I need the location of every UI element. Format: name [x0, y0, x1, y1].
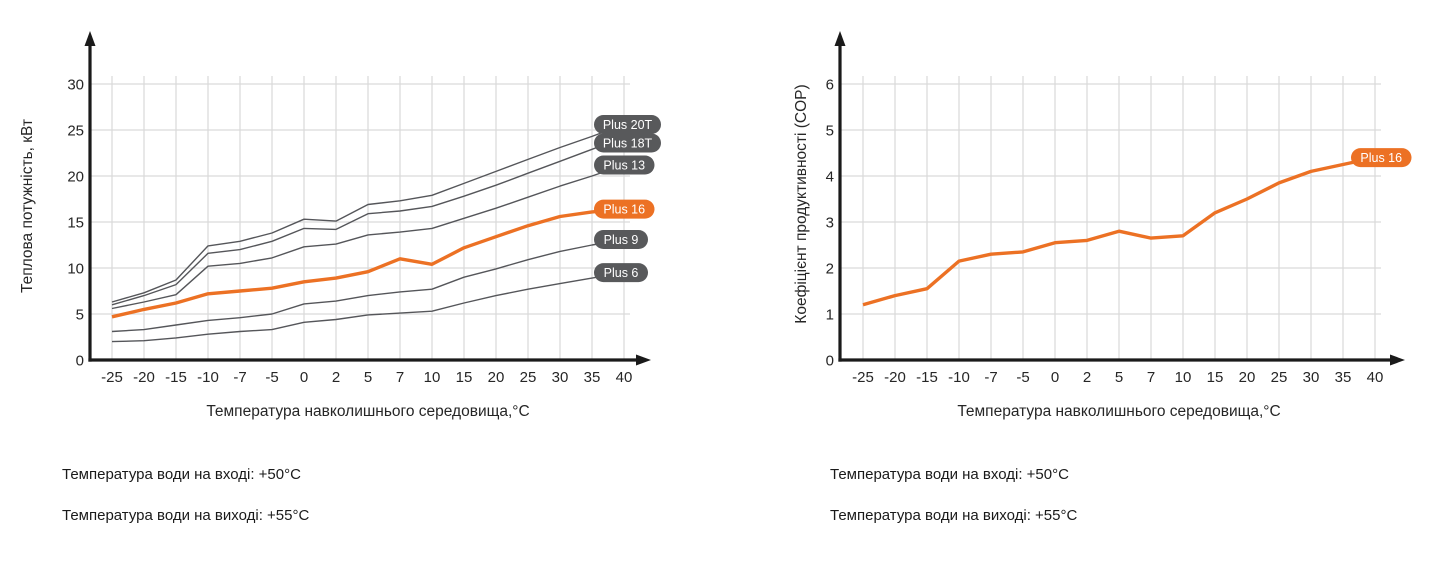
x-tick-label: -5 — [1016, 369, 1029, 386]
plus-16-line — [111, 207, 625, 319]
y-tick-label: 2 — [826, 261, 834, 278]
water-inlet-note: Температура води на вході: +50°C — [62, 466, 301, 483]
y-tick-label: 30 — [67, 77, 84, 94]
plus-6-label-pill — [594, 263, 648, 283]
x-tick-label: -7 — [984, 369, 997, 386]
x-tick-label: -10 — [948, 369, 970, 386]
x-axis-arrow-icon — [636, 354, 651, 366]
x-tick-label: 35 — [1335, 369, 1352, 386]
plus-6-line — [111, 271, 625, 343]
plus-6-label: Plus 6 — [604, 266, 639, 280]
y-tick-label: 10 — [67, 261, 84, 278]
x-tick-label: 2 — [1083, 369, 1091, 386]
plus-16-label: Plus 16 — [1360, 151, 1402, 165]
gridlines — [90, 76, 630, 360]
x-tick-label: -10 — [197, 369, 219, 386]
plus-18t-label-pill — [594, 133, 661, 153]
y-tick-label: 5 — [826, 123, 834, 140]
x-axis-title: Температура навколишнього середовища,°C — [206, 403, 529, 420]
x-tick-label: 35 — [584, 369, 601, 386]
x-tick-label: 5 — [1115, 369, 1123, 386]
plus-13-line — [111, 164, 625, 310]
x-tick-label: -15 — [916, 369, 938, 386]
x-tick-label: 25 — [1271, 369, 1288, 386]
x-tick-label: -15 — [165, 369, 187, 386]
plus-20t-label-pill — [594, 115, 661, 134]
plus-18t-label: Plus 18T — [603, 137, 653, 151]
y-axis-title: Коефіцієнт продуктивності (COP) — [793, 84, 810, 323]
plus-9-label-pill — [594, 230, 648, 249]
y-tick-label: 15 — [67, 215, 84, 232]
x-tick-label: -25 — [101, 369, 123, 386]
y-tick-label: 0 — [826, 353, 834, 370]
y-tick-label: 0 — [76, 353, 84, 370]
x-tick-label: 0 — [300, 369, 308, 386]
x-tick-label: 10 — [424, 369, 441, 386]
x-tick-label: -20 — [884, 369, 906, 386]
x-tick-label: 10 — [1175, 369, 1192, 386]
plus-16-label-pill — [594, 199, 655, 219]
y-tick-label: 1 — [826, 307, 834, 324]
axes — [838, 44, 1392, 362]
x-tick-label: 20 — [1239, 369, 1256, 386]
x-tick-label: 15 — [1207, 369, 1224, 386]
x-tick-label: 40 — [1367, 369, 1384, 386]
y-tick-label: 4 — [826, 169, 834, 186]
x-tick-label: -25 — [852, 369, 874, 386]
x-tick-label: -20 — [133, 369, 155, 386]
plus-13-label-pill — [594, 155, 655, 175]
x-tick-label: 7 — [1147, 369, 1155, 386]
axes — [88, 44, 638, 362]
y-axis-title: Теплова потужність, кВт — [19, 119, 36, 293]
plus-18t-line — [111, 136, 625, 306]
x-tick-label: 0 — [1051, 369, 1059, 386]
water-outlet-note: Температура води на виході: +55°C — [830, 507, 1078, 524]
plus-20t-label: Plus 20T — [603, 118, 653, 132]
x-tick-label: 25 — [520, 369, 537, 386]
y-tick-label: 3 — [826, 215, 834, 232]
water-inlet-note: Температура води на вході: +50°C — [830, 466, 1069, 483]
x-tick-label: 15 — [456, 369, 473, 386]
x-tick-label: -7 — [233, 369, 246, 386]
x-axis-arrow-icon — [1390, 354, 1405, 366]
x-tick-label: 7 — [396, 369, 404, 386]
x-tick-label: 40 — [616, 369, 633, 386]
water-outlet-note: Температура води на виході: +55°C — [62, 507, 310, 524]
plus-16-line — [862, 155, 1376, 307]
x-tick-label: 5 — [364, 369, 372, 386]
plus-20t-line — [111, 123, 625, 303]
x-tick-label: 30 — [1303, 369, 1320, 386]
x-tick-label: 20 — [488, 369, 505, 386]
x-tick-label: -5 — [265, 369, 278, 386]
plus-16-label: Plus 16 — [603, 203, 645, 217]
plus-9-line — [111, 238, 625, 333]
y-tick-label: 5 — [76, 307, 84, 324]
y-axis-arrow-icon — [834, 31, 846, 46]
x-tick-label: 30 — [552, 369, 569, 386]
plus-16-label-pill — [1351, 148, 1412, 168]
gridlines — [840, 76, 1381, 360]
plus-13-label: Plus 13 — [603, 159, 645, 173]
y-tick-label: 25 — [67, 123, 84, 140]
y-tick-label: 20 — [67, 169, 84, 186]
x-tick-label: 2 — [332, 369, 340, 386]
plus-9-label: Plus 9 — [604, 233, 639, 247]
x-axis-title: Температура навколишнього середовища,°C — [957, 403, 1280, 420]
y-tick-label: 6 — [826, 77, 834, 94]
y-axis-arrow-icon — [84, 31, 96, 46]
